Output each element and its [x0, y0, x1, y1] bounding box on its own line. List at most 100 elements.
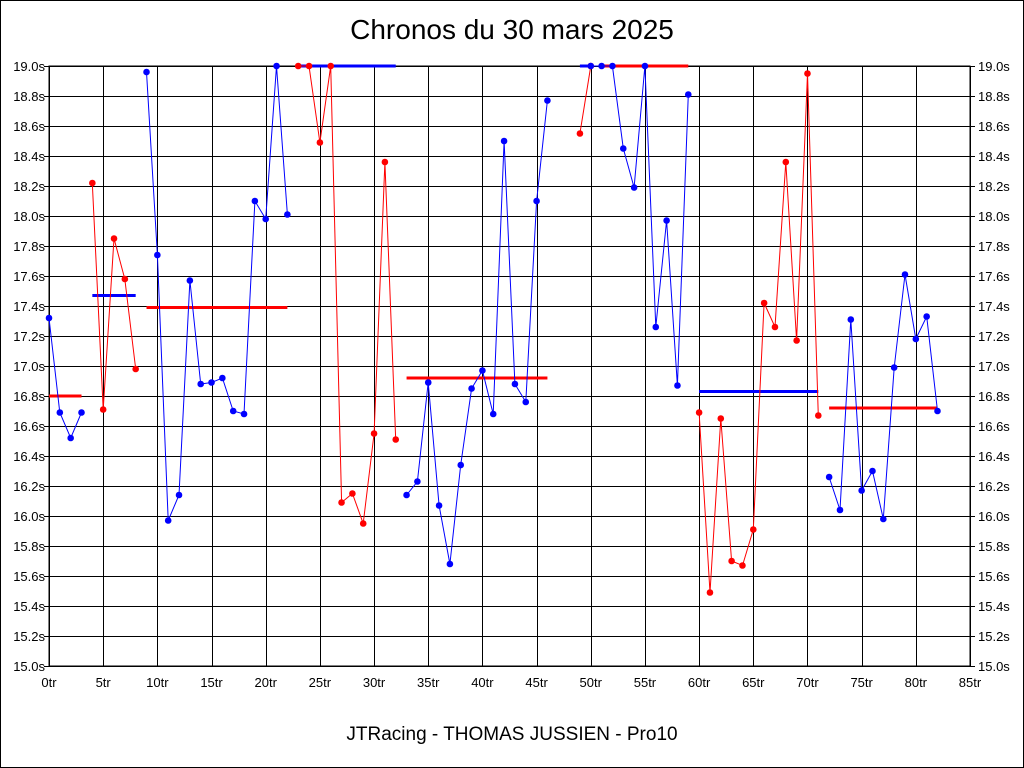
y-tick-label-left: 16.8s	[13, 389, 45, 404]
data-point	[359, 520, 367, 527]
data-point	[175, 491, 183, 499]
data-point	[143, 68, 150, 76]
data-point	[316, 139, 324, 146]
data-point	[619, 145, 627, 152]
y-tick-label-right: 18.2s	[978, 179, 1010, 194]
data-point	[381, 158, 389, 166]
data-point	[305, 62, 313, 70]
y-tick-label-left: 18.8s	[13, 89, 45, 104]
series-line	[406, 100, 548, 565]
data-point	[208, 379, 215, 386]
data-point	[414, 478, 421, 485]
data-point	[132, 365, 139, 373]
data-point	[121, 275, 129, 283]
data-point	[880, 515, 887, 523]
data-point	[457, 461, 465, 469]
data-point	[511, 380, 519, 388]
y-tick-label-left: 15.2s	[13, 629, 45, 644]
data-point	[186, 277, 194, 284]
x-tick-label: 55tr	[634, 675, 657, 690]
y-tick-label-right: 17.4s	[978, 299, 1010, 314]
x-tick-label: 50tr	[580, 675, 603, 690]
data-point	[782, 158, 790, 166]
data-point	[164, 517, 172, 524]
data-point	[609, 62, 616, 70]
data-point	[544, 97, 551, 104]
data-point	[327, 62, 335, 70]
data-point	[446, 560, 454, 568]
x-tick-label: 35tr	[417, 675, 440, 690]
y-tick-label-left: 18.4s	[13, 149, 45, 164]
y-tick-label-left: 15.0s	[13, 659, 45, 674]
data-point	[869, 467, 876, 475]
y-tick-label-right: 15.0s	[978, 659, 1010, 674]
y-tick-label-right: 17.6s	[978, 269, 1010, 284]
data-point	[836, 506, 844, 514]
data-point	[576, 130, 584, 137]
x-tick-label: 5tr	[96, 675, 112, 690]
x-tick-label: 60tr	[688, 675, 711, 690]
data-point	[901, 271, 909, 278]
y-tick-label-left: 15.8s	[13, 539, 45, 554]
data-point	[240, 410, 248, 418]
data-point	[424, 379, 432, 386]
y-tick-label-left: 17.6s	[13, 269, 45, 284]
data-point	[825, 473, 833, 481]
y-tick-label-right: 15.2s	[978, 629, 1010, 644]
data-point	[706, 589, 714, 596]
y-tick-label-left: 18.6s	[13, 119, 45, 134]
y-tick-label-right: 17.8s	[978, 239, 1010, 254]
data-point	[641, 62, 649, 70]
data-point	[923, 313, 930, 320]
data-point	[815, 412, 822, 419]
data-point	[598, 62, 605, 70]
y-tick-label-right: 16.0s	[978, 509, 1010, 524]
data-point	[760, 299, 768, 307]
y-tick-label-left: 18.0s	[13, 209, 45, 224]
x-tick-label: 75tr	[850, 675, 873, 690]
y-tick-label-right: 15.8s	[978, 539, 1010, 554]
x-tick-label: 85tr	[959, 675, 982, 690]
data-point	[45, 314, 53, 322]
data-point	[695, 409, 703, 416]
data-point	[479, 367, 486, 374]
data-point	[587, 62, 595, 70]
x-tick-label: 0tr	[41, 675, 57, 690]
data-point	[630, 184, 638, 191]
data-point	[663, 217, 670, 224]
data-point	[110, 235, 118, 242]
x-tick-label: 40tr	[471, 675, 494, 690]
data-point	[771, 323, 779, 331]
data-point	[284, 211, 291, 218]
data-point	[89, 179, 96, 187]
data-point	[67, 434, 74, 442]
y-tick-label-right: 17.2s	[978, 329, 1010, 344]
data-point	[197, 380, 204, 388]
y-tick-label-left: 16.2s	[13, 479, 45, 494]
data-point	[154, 251, 161, 259]
y-tick-label-left: 16.6s	[13, 419, 45, 434]
data-point	[739, 562, 746, 569]
data-point	[728, 557, 735, 565]
x-tick-label: 10tr	[146, 675, 169, 690]
y-tick-label-right: 16.4s	[978, 449, 1010, 464]
x-tick-label: 70tr	[796, 675, 819, 690]
y-tick-label-left: 16.0s	[13, 509, 45, 524]
data-point	[674, 382, 681, 389]
data-point	[890, 364, 898, 371]
y-tick-label-right: 17.0s	[978, 359, 1010, 374]
series-line	[590, 65, 689, 386]
data-point	[847, 316, 855, 323]
y-tick-label-right: 18.8s	[978, 89, 1010, 104]
data-point	[56, 409, 64, 416]
y-tick-label-right: 15.6s	[978, 569, 1010, 584]
data-point	[99, 406, 107, 413]
data-point	[229, 407, 237, 415]
data-point	[934, 407, 941, 415]
data-point	[273, 62, 280, 70]
data-point	[251, 197, 259, 205]
y-tick-label-right: 18.4s	[978, 149, 1010, 164]
data-point	[262, 215, 270, 223]
x-tick-label: 65tr	[742, 675, 765, 690]
